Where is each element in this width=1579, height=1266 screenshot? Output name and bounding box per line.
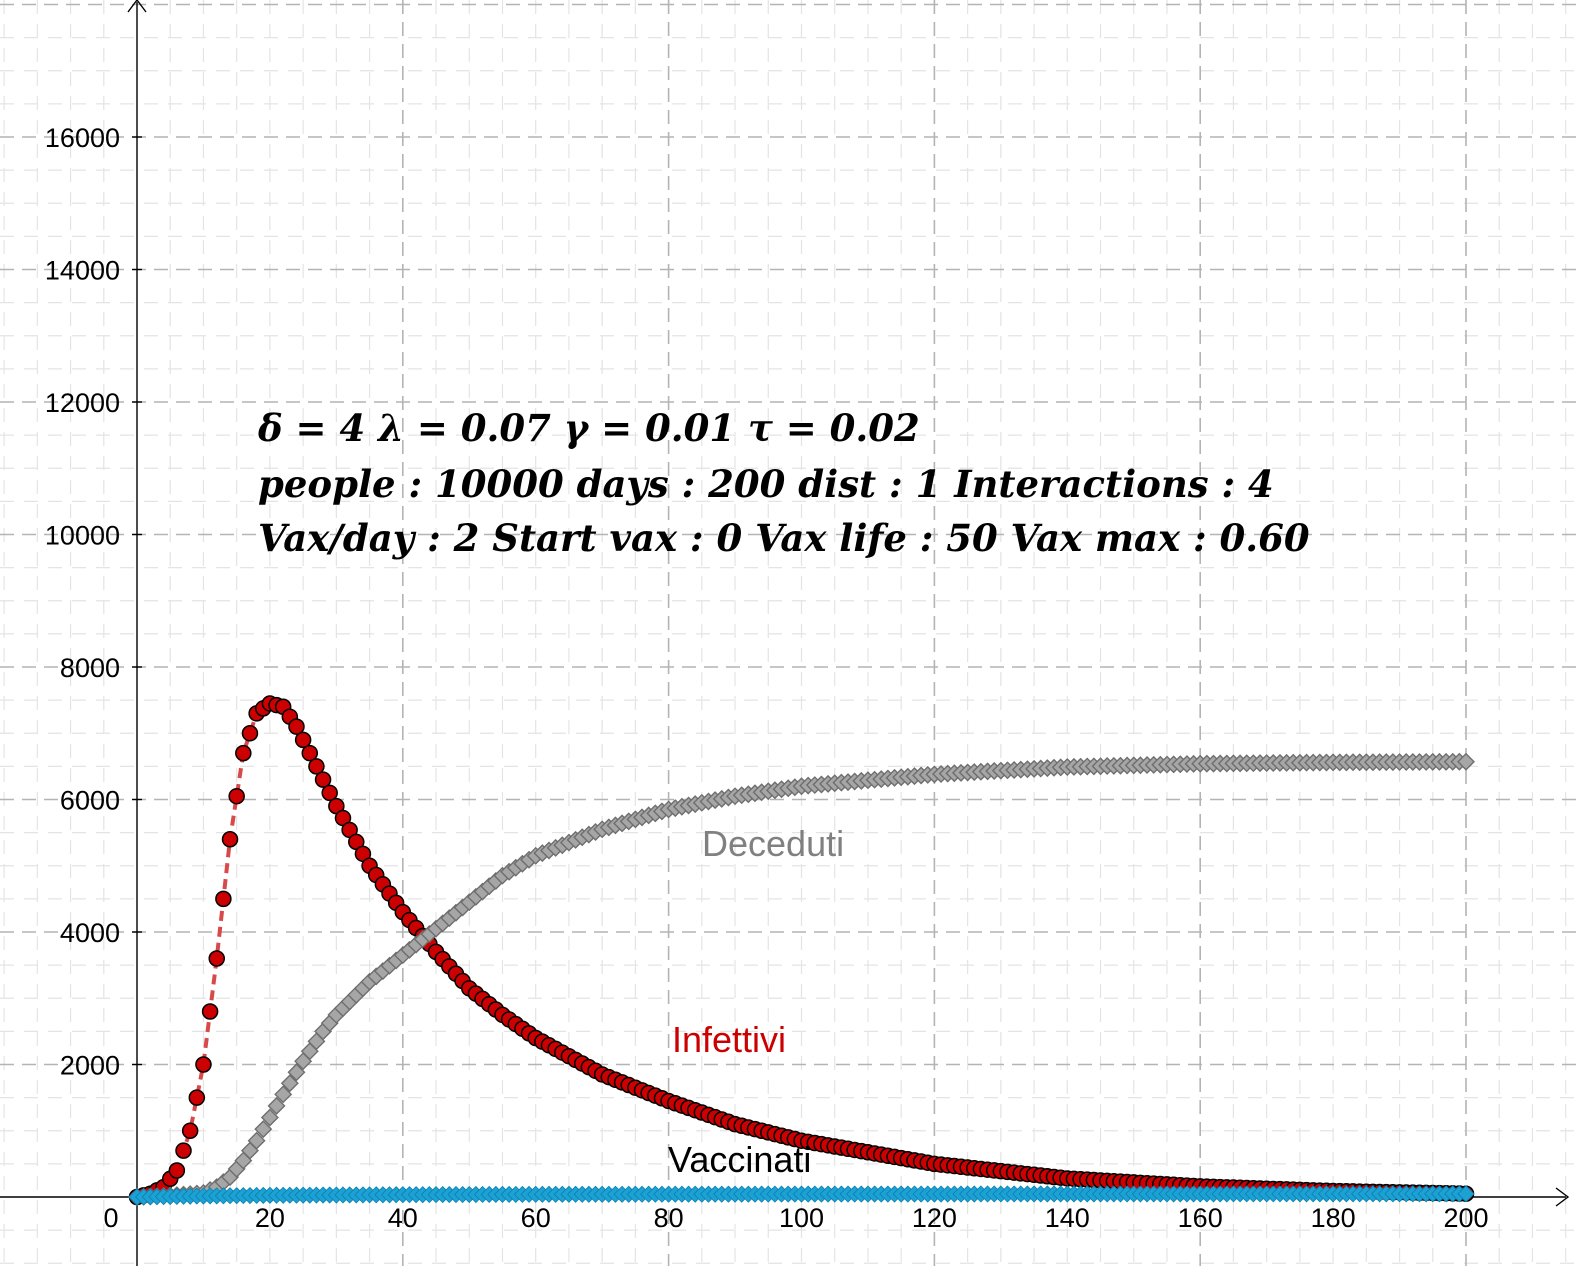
label-vaccinati: Vaccinati [668, 1139, 811, 1180]
x-tick-label: 160 [1178, 1203, 1223, 1233]
x-tick-label: 0 [103, 1203, 118, 1233]
infettivi-point [314, 771, 332, 788]
x-axis-arrow-icon [1555, 1187, 1570, 1207]
label-infettivi: Infettivi [672, 1019, 786, 1060]
parameters-line-1: δ = 4 λ = 0.07 γ = 0.01 τ = 0.02 [257, 406, 920, 450]
y-tick-label: 6000 [60, 786, 120, 816]
deceduti-point [260, 1108, 279, 1127]
x-tick-label: 100 [779, 1203, 824, 1233]
deceduti-point [247, 1131, 266, 1150]
infettivi-point [288, 718, 305, 735]
y-tick-label: 8000 [60, 653, 120, 683]
x-tick-label: 140 [1045, 1203, 1090, 1233]
y-tick-label: 14000 [45, 256, 120, 286]
parameters-line-3: Vax/day : 2 Start vax : 0 Vax life : 50 … [258, 516, 1310, 560]
infettivi-point [201, 1003, 219, 1020]
infettivi-point [221, 831, 239, 848]
deceduti-point [254, 1120, 273, 1139]
y-tick-label: 2000 [60, 1051, 120, 1081]
infettivi-point [308, 758, 325, 775]
series-deceduti [128, 752, 1475, 1206]
x-tick-label: 20 [255, 1203, 285, 1233]
x-tick-label: 80 [654, 1203, 684, 1233]
infettivi-point [235, 744, 252, 762]
y-tick-label: 4000 [60, 918, 120, 948]
x-tick-label: 120 [912, 1203, 957, 1233]
infettivi-point [181, 1122, 199, 1139]
deceduti-point [280, 1074, 299, 1093]
infettivi-point [321, 784, 338, 802]
y-axis-arrow-icon [127, 0, 147, 13]
deceduti-point [267, 1096, 286, 1115]
infettivi-point [195, 1056, 212, 1073]
x-tick-label: 40 [388, 1203, 418, 1233]
deceduti-point [1457, 752, 1475, 771]
y-tick-labels: 2000 4000 6000 8000 10000 12000 14000 16000 [45, 123, 142, 1081]
y-tick-label: 10000 [45, 521, 120, 551]
series-vaccinati [128, 1185, 1475, 1206]
x-tick-label: 200 [1443, 1203, 1488, 1233]
deceduti-point [287, 1063, 306, 1082]
deceduti-point [274, 1085, 293, 1104]
x-tick-labels: 0 20 40 60 80 100 120 140 160 180 200 [103, 1192, 1489, 1233]
infettivi-point [241, 725, 259, 742]
infettivi-point [188, 1089, 206, 1106]
infettivi-point [168, 1162, 186, 1179]
label-deceduti: Deceduti [702, 823, 844, 864]
parameters-line-2: people : 10000 days : 200 dist : 1 Inter… [258, 462, 1274, 506]
infettivi-point [215, 890, 232, 908]
infettivi-point [208, 950, 225, 967]
infettivi-point [175, 1142, 192, 1159]
vaccinati-point [1457, 1185, 1475, 1203]
infettivi-point [228, 787, 245, 805]
x-tick-label: 60 [521, 1203, 551, 1233]
parameters-annotation: δ = 4 λ = 0.07 γ = 0.01 τ = 0.02 people … [257, 406, 1310, 560]
y-tick-label: 12000 [45, 388, 120, 418]
infettivi-point [301, 744, 319, 762]
series-infettivi [128, 695, 1475, 1206]
x-tick-label: 180 [1311, 1203, 1356, 1233]
y-tick-label: 16000 [45, 123, 120, 153]
infettivi-point [294, 731, 312, 749]
